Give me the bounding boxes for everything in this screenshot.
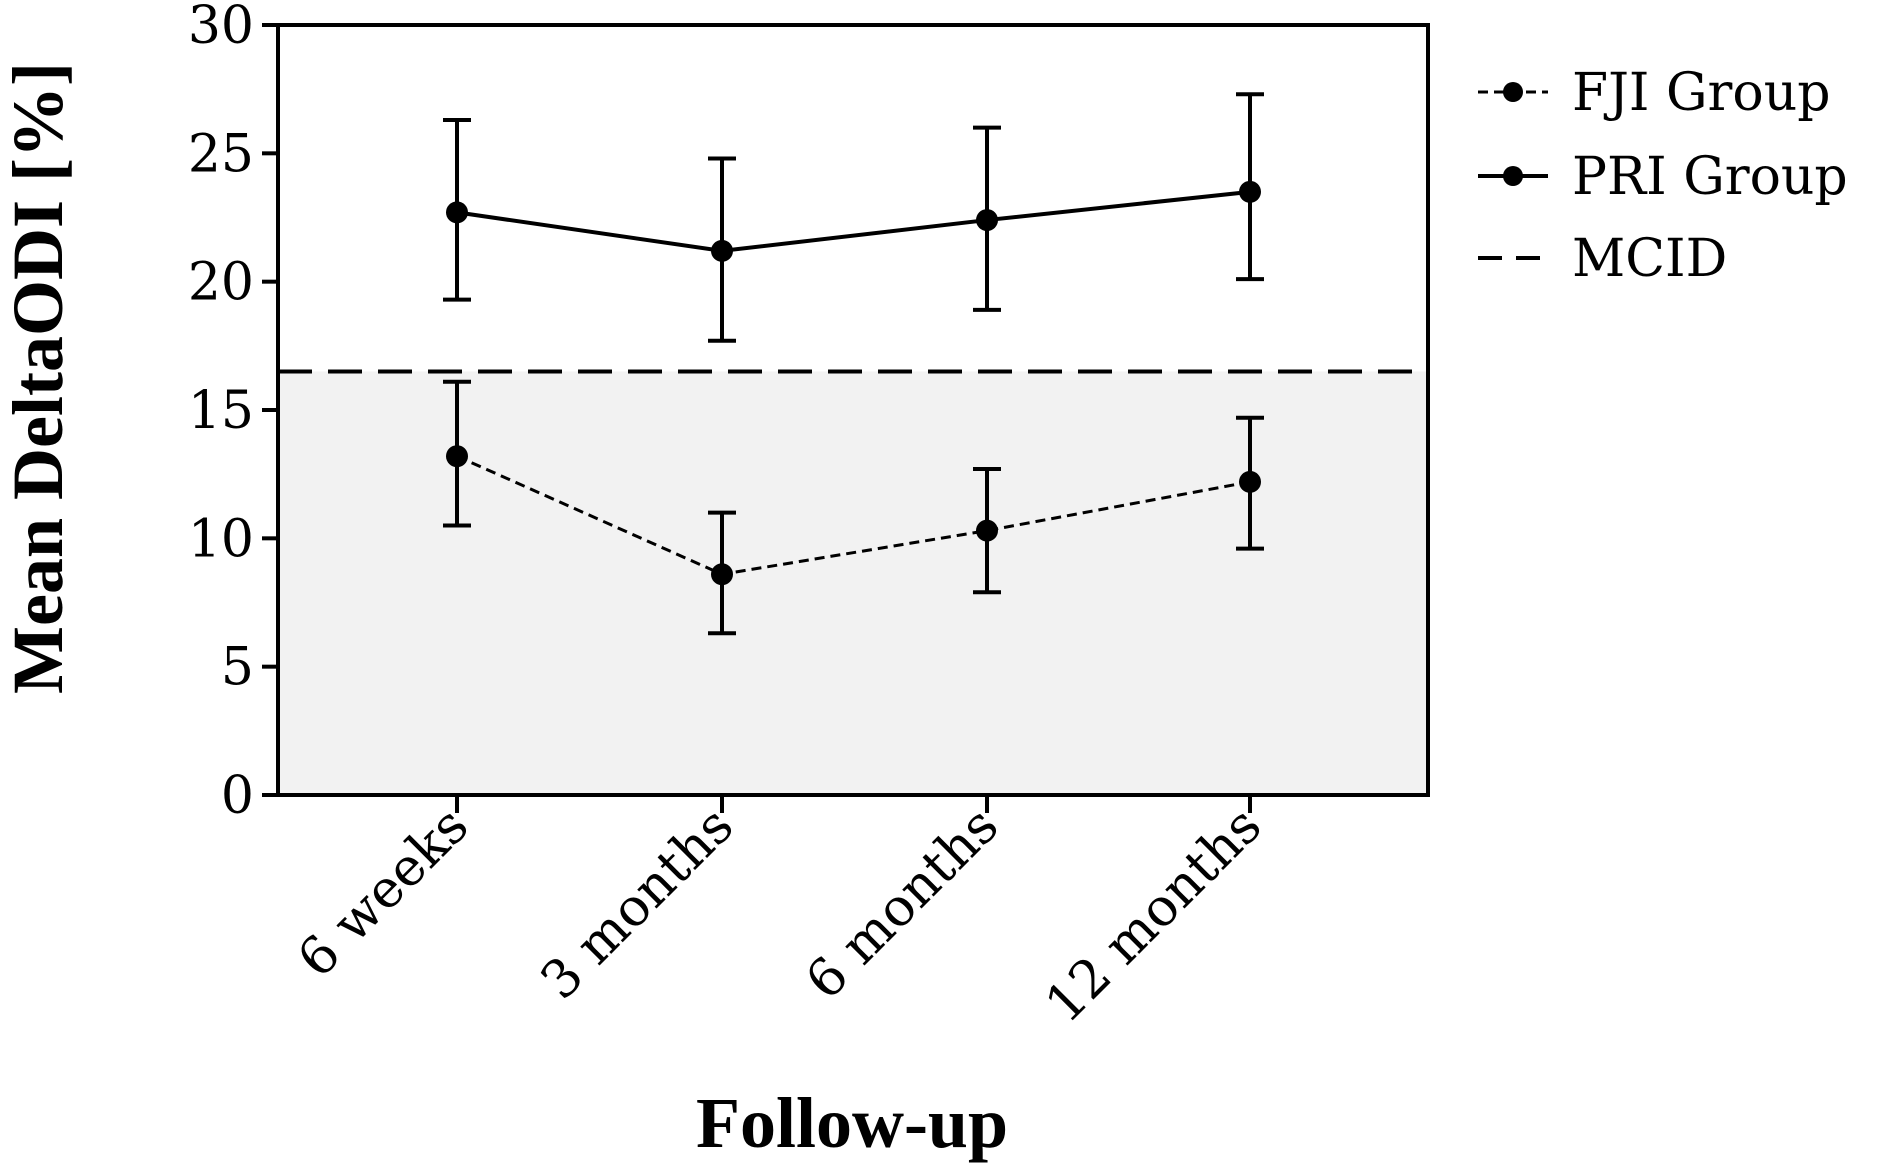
fji-group-line: [456, 454, 1251, 576]
pri-group-point: [976, 209, 998, 232]
legend-pri-group-label: PRI Group: [1572, 147, 1848, 207]
fji-group-point: [711, 563, 733, 586]
x-tick-label: 3 months: [530, 796, 746, 1012]
fji-group-point: [446, 445, 468, 468]
legend-fji-group-marker: [1503, 82, 1523, 102]
x-tick-label: 12 months: [1034, 796, 1273, 1035]
fji-group-point: [1239, 470, 1261, 493]
y-tick-label: 0: [221, 766, 254, 826]
y-tick-label: 15: [188, 381, 254, 441]
y-tick-label: 25: [188, 124, 254, 184]
legend-pri-group-marker: [1503, 166, 1523, 186]
below-mcid-shading: [278, 371, 1428, 795]
y-tick-label: 5: [221, 638, 254, 698]
legend: FJI Group PRI Group MCID: [1478, 63, 1848, 289]
y-axis-title: Mean DeltaODI [%]: [0, 62, 78, 694]
fji-group-point: [976, 519, 998, 542]
y-tick-label: 20: [188, 253, 254, 313]
pri-group-point: [711, 239, 733, 262]
y-tick-label: 10: [188, 509, 254, 569]
legend-mcid-label: MCID: [1572, 229, 1727, 289]
y-tick-label: 30: [188, 0, 254, 56]
x-tick-label: 6 weeks: [287, 796, 481, 990]
plot-area: [278, 92, 1428, 795]
pri-group-line: [456, 189, 1251, 253]
legend-fji-group-label: FJI Group: [1572, 63, 1830, 123]
x-axis-title: Follow-up: [696, 1083, 1008, 1163]
pri-group-point: [446, 201, 468, 224]
x-tick-label: 6 months: [795, 796, 1011, 1012]
pri-group-point: [1239, 180, 1261, 203]
